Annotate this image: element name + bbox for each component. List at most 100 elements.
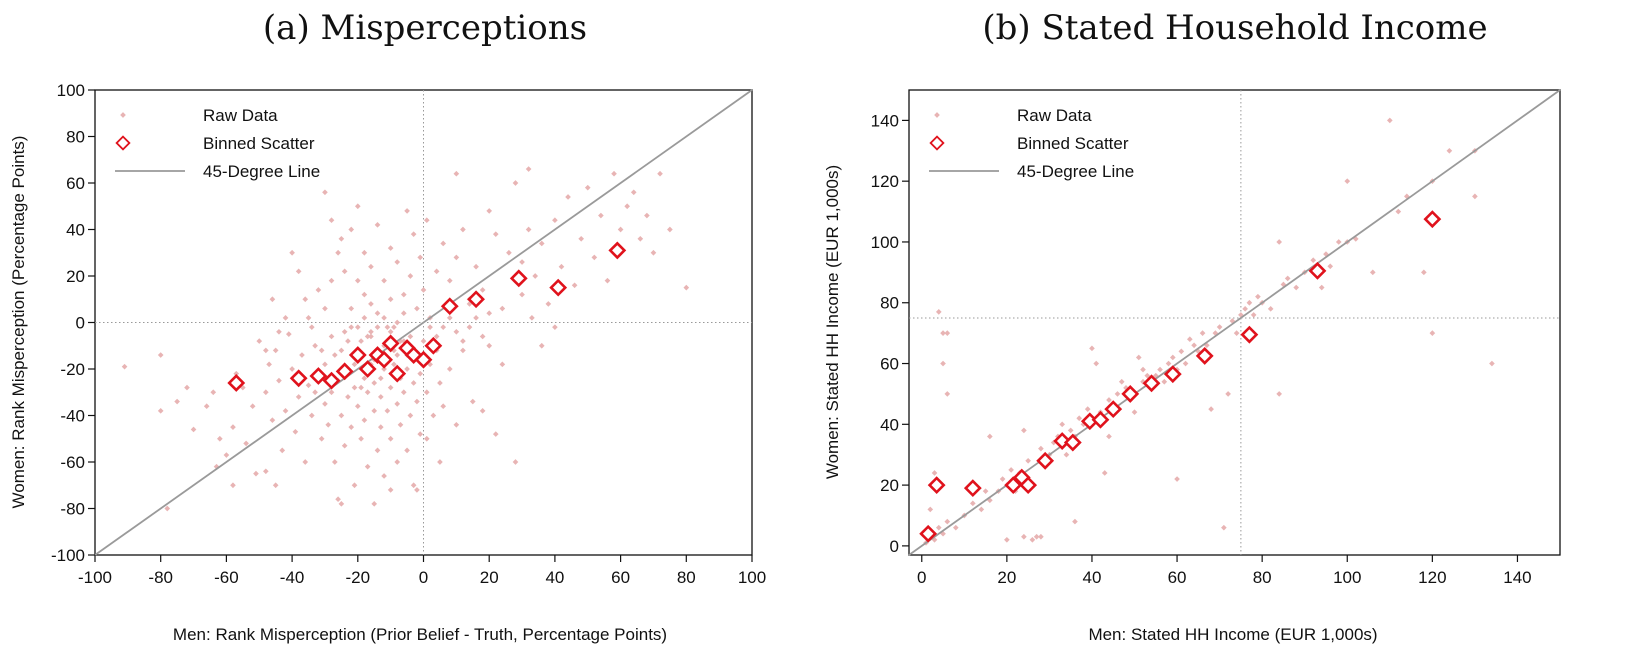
panel-b-raw-point (1089, 345, 1095, 352)
panel-a-y-tick-label: -20 (60, 360, 85, 379)
panel-a-raw-point (335, 249, 341, 256)
panel-b-binned-point (1091, 410, 1110, 429)
panel-a-raw-point (466, 324, 473, 330)
panel-a-binned-point (381, 334, 400, 353)
panel-b-binned-point (927, 476, 946, 495)
panel-a-raw-point (276, 377, 282, 384)
panel-a-raw-point (453, 254, 460, 261)
panel-b-raw-point (1335, 239, 1342, 245)
panel-b-x-tick-label: 80 (1253, 568, 1272, 587)
panel-a-raw-point (364, 463, 371, 470)
panel-a-x-tick-label: -20 (346, 568, 371, 587)
panel-b-raw-point (1063, 451, 1070, 458)
panel-a-x-tick-label: 100 (738, 568, 766, 587)
panel-a-raw-point (558, 263, 565, 270)
panel-b-raw-point (1131, 409, 1138, 415)
panel-b-raw-point (1276, 391, 1283, 397)
panel-a-raw-point (354, 203, 361, 210)
panel-a-raw-point (545, 301, 552, 307)
panel-b-raw-point (1008, 467, 1014, 473)
panel-b-binned-point (1080, 412, 1099, 431)
panel-b-raw-point (1072, 518, 1078, 525)
panel-a-raw-point (499, 305, 506, 312)
panel-b-y-tick-label: 0 (890, 537, 899, 556)
panel-a-raw-point (400, 310, 407, 317)
panel-a-raw-point (499, 361, 506, 368)
panel-a-raw-point (538, 342, 545, 349)
panel-a-raw-point (404, 447, 410, 454)
panel-b-raw-point (944, 518, 951, 525)
panel-b-raw-point (982, 488, 989, 495)
panel-a-y-tick-label: 0 (76, 314, 85, 333)
panel-b-binned-point (1063, 433, 1082, 452)
panel-a-raw-point (446, 366, 453, 372)
panel-b-raw-point (1182, 360, 1189, 367)
panel-a-raw-point (440, 403, 447, 410)
panel-a-raw-point (341, 328, 348, 335)
panel-a-y-tick-label: -60 (60, 453, 85, 472)
panel-a-raw-point (305, 315, 312, 321)
panel-a-binned-point (424, 336, 443, 355)
panel-a-raw-point (217, 435, 223, 442)
panel-a-x-tick-label: -80 (148, 568, 173, 587)
panel-b-raw-point (1429, 330, 1436, 336)
panel-a-raw-point (371, 380, 378, 386)
panel-a-raw-point (230, 482, 236, 489)
panel-a-raw-point (364, 389, 371, 396)
panel-a-raw-point (479, 333, 486, 340)
panel-a-raw-point (374, 447, 381, 454)
panel-a-raw-point (368, 301, 374, 307)
panel-a-raw-point (121, 363, 128, 370)
panel-a-x-tick-label: -60 (214, 568, 239, 587)
panel-a-raw-point (262, 347, 269, 354)
panel-a-raw-point (410, 380, 417, 386)
panel-a-x-tick-label: 0 (419, 568, 428, 587)
panel-b-raw-point (927, 506, 934, 513)
panel-a-raw-point (203, 403, 210, 410)
panel-b-raw-point (1093, 360, 1100, 367)
panel-b-raw-point (1199, 330, 1206, 336)
panel-b-raw-point (940, 360, 946, 367)
panel-a-raw-point (591, 254, 598, 261)
panel-a-raw-point (552, 217, 558, 224)
panel-a-raw-point (164, 505, 171, 512)
panel-a-raw-point (262, 468, 269, 475)
panel-a-raw-point (423, 389, 430, 396)
panel-a-raw-point (423, 217, 430, 224)
panel-a-raw-point (492, 431, 499, 437)
panel-b-raw-point (1225, 391, 1231, 397)
panel-a-raw-point (394, 352, 401, 358)
panel-a-raw-point (512, 180, 519, 186)
panel-a-raw-point (460, 226, 466, 233)
panel-b-raw-point (1165, 360, 1172, 367)
panel-a-raw-point (322, 361, 328, 368)
panel-a-raw-point (400, 389, 407, 396)
panel-a-raw-point (414, 487, 420, 493)
panel-b-x-tick-label: 100 (1333, 568, 1361, 587)
panel-a-raw-point (338, 347, 345, 354)
panel-a-raw-point (460, 347, 466, 354)
panel-a-raw-point (371, 501, 378, 507)
panel-b-raw-point (1106, 433, 1112, 440)
panel-a-raw-point (272, 347, 279, 354)
panel-b-raw-point (1293, 284, 1300, 291)
panel-a-raw-point (407, 273, 414, 279)
panel-b-raw-point (1242, 305, 1248, 312)
panel-a-legend-label: Raw Data (203, 106, 278, 125)
panel-a-raw-point (584, 184, 591, 191)
panel-a-raw-point (377, 394, 384, 400)
panel-a-raw-point (381, 473, 387, 479)
panel-b-raw-point (1446, 147, 1453, 154)
panel-b-legend-binned-swatch (929, 135, 945, 151)
panel-a-raw-point (331, 459, 338, 465)
panel-a-raw-point (318, 347, 325, 354)
panel-a-raw-point (414, 398, 420, 405)
panel-a-raw-point (358, 435, 364, 442)
panel-a-raw-point (299, 352, 305, 358)
panel-a-raw-point (414, 305, 420, 312)
panel-a-raw-point (361, 291, 368, 298)
panel-b-binned-point (1308, 261, 1327, 280)
panel-a-raw-point (269, 296, 276, 303)
panel-b-legend-label: Binned Scatter (1017, 134, 1129, 153)
